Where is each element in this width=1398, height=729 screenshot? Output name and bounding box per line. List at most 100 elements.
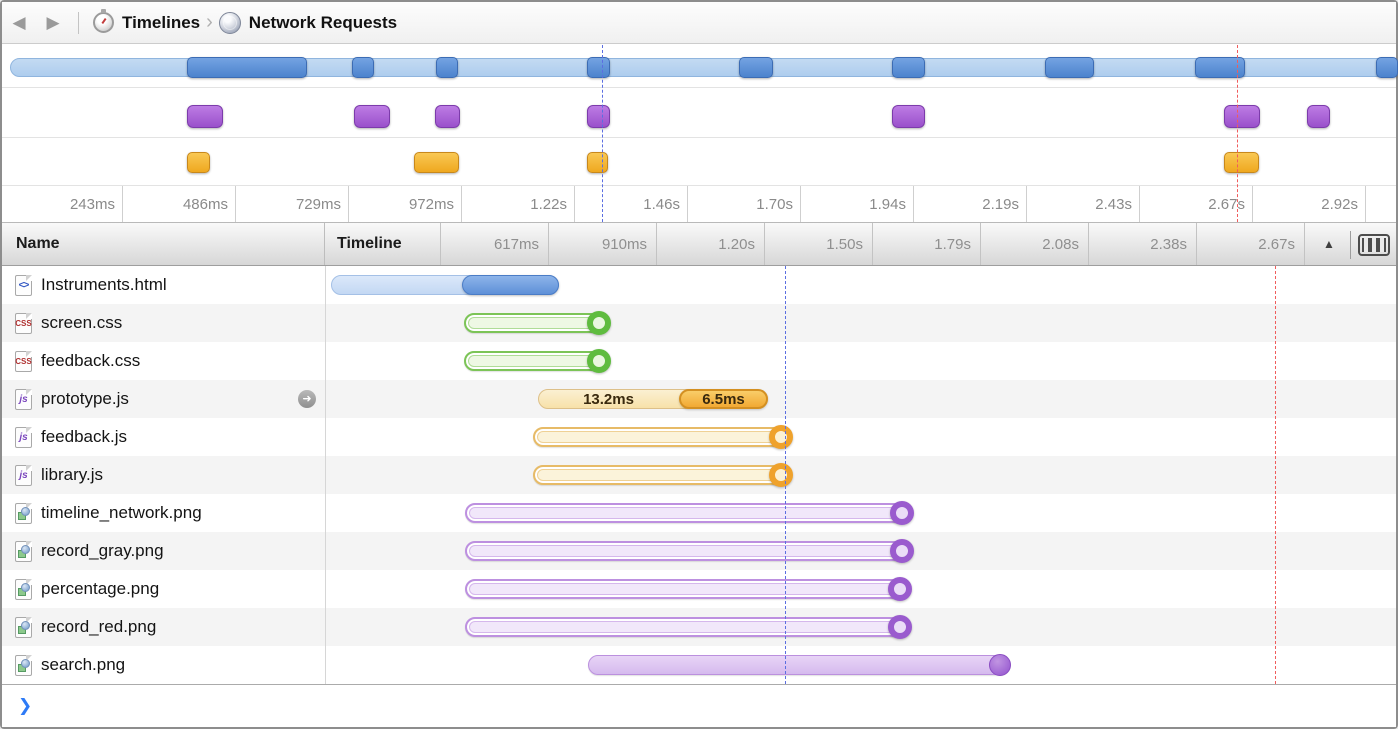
timeline-bar[interactable]: [533, 465, 791, 485]
forward-button[interactable]: ▶: [46, 12, 60, 32]
table-row[interactable]: search.png: [2, 646, 1396, 684]
columns-icon[interactable]: [1358, 234, 1390, 256]
network-blue-segment: [187, 57, 307, 78]
resource-name: library.js: [41, 465, 104, 484]
breadcrumb-item-timelines[interactable]: Timelines: [93, 9, 201, 33]
download-complete-ring: [587, 349, 611, 373]
resource-name-cell: js prototype.js ➜: [2, 380, 325, 418]
timeline-overview[interactable]: [2, 44, 1398, 185]
script-orange-segment: [414, 152, 459, 173]
script-orange-segment: [587, 152, 608, 173]
download-complete-dot: [989, 654, 1011, 676]
column-header-name[interactable]: Name: [2, 223, 325, 265]
timeline-bar[interactable]: [533, 427, 791, 447]
resource-name-cell: record_gray.png: [2, 532, 325, 570]
timeline-header-tick: 1.20s: [657, 223, 765, 265]
records-table: <> Instruments.html CSS screen.css CSS feedba…: [2, 266, 1396, 684]
table-row[interactable]: js library.js: [2, 456, 1396, 494]
network-blue-segment: [436, 57, 458, 78]
table-row[interactable]: CSS feedback.css: [2, 342, 1396, 380]
resource-name: feedback.css: [41, 351, 141, 370]
console-prompt-icon: ❯: [18, 696, 33, 715]
table-row[interactable]: percentage.png: [2, 570, 1396, 608]
ruler-tick-label: 2.67s: [1140, 186, 1253, 222]
png-file-icon: [15, 540, 32, 562]
timeline-bar[interactable]: [465, 579, 910, 599]
network-blue-segment: [739, 57, 773, 78]
timeline-header-tick: 1.50s: [765, 223, 873, 265]
resource-name: record_gray.png: [41, 541, 164, 560]
resource-name-cell: record_red.png: [2, 608, 325, 646]
resource-name: percentage.png: [41, 579, 160, 598]
back-button[interactable]: ◀: [12, 12, 26, 32]
duration-label: 6.5ms: [702, 390, 745, 408]
table-row[interactable]: js feedback.js: [2, 418, 1396, 456]
table-row[interactable]: js prototype.js ➜ 13.2ms 6.5ms: [2, 380, 1396, 418]
resource-name: record_red.png: [41, 617, 157, 636]
resource-name-cell: CSS screen.css: [2, 304, 325, 342]
duration-label: 13.2ms: [583, 390, 634, 408]
table-row[interactable]: <> Instruments.html: [2, 266, 1396, 304]
timeline-bar[interactable]: [465, 617, 910, 637]
resource-name: Instruments.html: [41, 275, 167, 294]
png-file-icon: [15, 578, 32, 600]
table-row[interactable]: CSS screen.css: [2, 304, 1396, 342]
go-to-resource-arrow-button[interactable]: ➜: [298, 390, 316, 408]
timeline-header-tick: 2.67s: [1197, 223, 1305, 265]
resource-name-cell: js library.js: [2, 456, 325, 494]
js-file-icon: js: [15, 464, 32, 486]
css-file-icon: CSS: [15, 350, 32, 372]
timeline-header-tick: 1.79s: [873, 223, 981, 265]
breadcrumb-chevron-icon: ›: [206, 11, 213, 33]
header-divider: [1350, 231, 1351, 259]
ruler-tick-label: 243ms: [10, 186, 123, 222]
timeline-bar[interactable]: [465, 503, 912, 523]
network-blue-segment: [1045, 57, 1094, 78]
resource-name: timeline_network.png: [41, 503, 202, 522]
timeline-bar[interactable]: [465, 541, 912, 561]
png-file-icon: [15, 616, 32, 638]
layout-purple-segment: [435, 105, 460, 128]
toolbar: ◀ ▶ Timelines › Network Requests: [2, 2, 1396, 44]
timeline-header-ticks: 617ms 910ms 1.20s 1.50s 1.79s 2.08s 2.38s 2.67s: [441, 223, 1305, 265]
layout-purple-segment: [187, 105, 223, 128]
timeline-bar[interactable]: [462, 275, 559, 295]
layout-purple-segment: [587, 105, 610, 128]
breadcrumb-item-network-requests[interactable]: Network Requests: [218, 11, 398, 34]
timeline-bar[interactable]: 6.5ms: [679, 389, 768, 409]
download-complete-ring: [587, 311, 611, 335]
download-complete-ring: [890, 539, 914, 563]
breadcrumb-label: Timelines: [122, 12, 201, 32]
quick-console[interactable]: ❯: [2, 684, 1396, 727]
timeline-header-tick: 617ms: [441, 223, 549, 265]
js-file-icon: js: [15, 426, 32, 448]
ruler-tick-label: 2.43s: [1027, 186, 1140, 222]
name-column-divider: [325, 266, 326, 684]
download-complete-ring: [888, 577, 912, 601]
ruler-tick-label: 2.92s: [1253, 186, 1366, 222]
network-blue-segment: [352, 57, 374, 78]
script-orange-segment: [187, 152, 210, 173]
png-file-icon: [15, 654, 32, 676]
layout-purple-segment: [892, 105, 925, 128]
resource-name-cell: percentage.png: [2, 570, 325, 608]
table-row[interactable]: timeline_network.png: [2, 494, 1396, 532]
ruler-tick-label: 2.19s: [914, 186, 1027, 222]
table-row[interactable]: record_red.png: [2, 608, 1396, 646]
layout-purple-segment: [1307, 105, 1330, 128]
ruler-tick-label: 1.46s: [575, 186, 688, 222]
track-divider: [2, 87, 1396, 88]
table-row[interactable]: record_gray.png: [2, 532, 1396, 570]
resource-name: prototype.js: [41, 389, 129, 408]
timeline-header-tick: 2.08s: [981, 223, 1089, 265]
script-orange-segment: [1224, 152, 1259, 173]
resource-name: feedback.js: [41, 427, 127, 446]
download-complete-ring: [888, 615, 912, 639]
timeline-bar[interactable]: [588, 655, 1010, 675]
network-blue-segment: [1376, 57, 1398, 78]
breadcrumb-label: Network Requests: [248, 12, 398, 32]
network-blue-segment: [1195, 57, 1245, 78]
column-header-timeline[interactable]: Timeline: [326, 223, 441, 265]
resource-name: screen.css: [41, 313, 123, 332]
sort-ascending-icon[interactable]: ▲: [1323, 237, 1335, 251]
